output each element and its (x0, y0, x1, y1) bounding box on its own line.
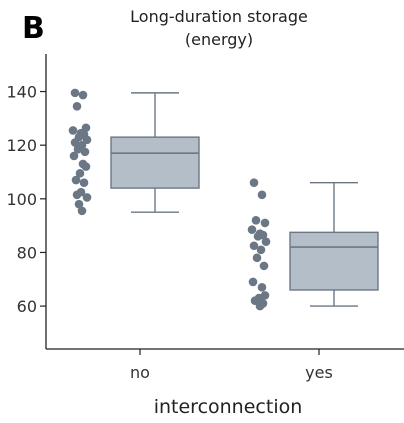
data-point (79, 178, 89, 188)
y-tick-label: 100 (6, 190, 37, 209)
data-point (253, 232, 263, 241)
y-tick-label: 60 (17, 297, 37, 316)
iqr-box (110, 136, 200, 189)
data-point (249, 241, 259, 251)
x-tick-label: yes (305, 363, 333, 382)
data-point (248, 277, 258, 287)
plot-area: 60 80 100 120 140 no yes (6, 54, 404, 382)
data-point (247, 225, 257, 234)
data-point (78, 90, 88, 100)
data-point (74, 199, 84, 209)
data-point (72, 190, 82, 200)
data-point (68, 126, 78, 135)
data-point (261, 237, 271, 247)
data-point (255, 301, 265, 311)
y-tick-label: 120 (6, 136, 37, 155)
data-point (72, 101, 82, 111)
chart-title: Long-duration storage (130, 7, 308, 26)
data-point (71, 175, 81, 185)
panel-letter: B (22, 11, 45, 46)
iqr-box (289, 231, 379, 291)
data-point (260, 218, 270, 228)
data-point (257, 283, 267, 292)
data-point (80, 147, 90, 157)
y-tick-label: 140 (6, 83, 37, 102)
data-point (256, 245, 266, 255)
data-point (70, 138, 80, 147)
data-point (252, 253, 262, 263)
data-point (77, 206, 87, 216)
x-tick-label: no (130, 363, 150, 382)
data-point (69, 151, 79, 161)
data-point (70, 88, 80, 98)
data-point (73, 144, 83, 154)
chart-subtitle: (energy) (185, 30, 253, 49)
data-point (257, 190, 267, 200)
data-point (251, 215, 261, 225)
y-tick-label: 80 (17, 243, 37, 262)
data-point (259, 261, 269, 271)
data-point (81, 162, 91, 171)
x-axis-label: interconnection (154, 396, 303, 418)
data-point (75, 169, 85, 178)
data-point (249, 178, 259, 188)
data-point (82, 193, 92, 202)
